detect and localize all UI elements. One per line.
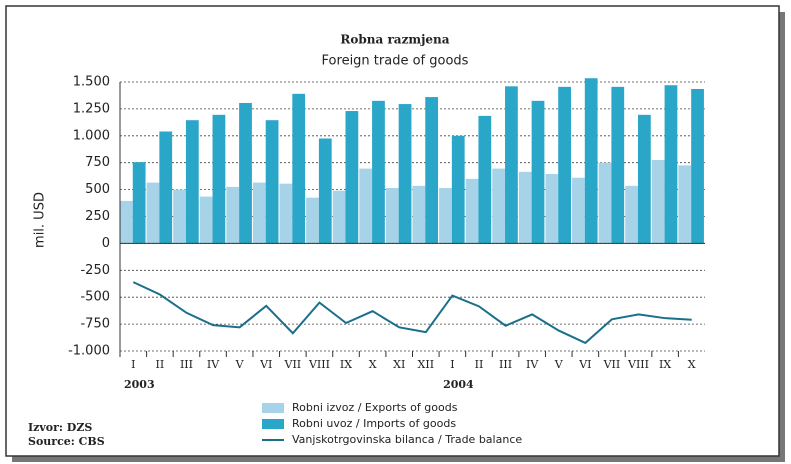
- bar: [465, 178, 479, 244]
- bar: [265, 120, 279, 244]
- bar: [584, 78, 598, 244]
- bar: [505, 86, 518, 244]
- source: Izvor: DZS: [28, 421, 92, 434]
- bar: [572, 177, 585, 244]
- legend-swatch: [262, 419, 284, 429]
- x-tick-label: II: [475, 358, 484, 371]
- x-tick-label: IX: [340, 358, 352, 371]
- bar: [239, 102, 252, 244]
- bar: [518, 171, 532, 244]
- bar: [664, 85, 678, 244]
- bar: [611, 86, 625, 244]
- x-tick-label: VI: [578, 358, 591, 371]
- source: Source: CBS: [28, 435, 105, 448]
- x-tick-label: VIII: [308, 358, 330, 371]
- bar: [425, 97, 439, 244]
- legend-label: Robni izvoz / Exports of goods: [292, 401, 458, 414]
- bar: [651, 160, 665, 244]
- x-tick-label: VI: [259, 358, 272, 371]
- y-tick-label: -250: [80, 263, 110, 278]
- bar: [318, 138, 332, 244]
- x-tick-label: XI: [393, 358, 405, 371]
- x-tick-label: X: [369, 358, 377, 371]
- bar: [439, 187, 452, 244]
- y-tick-label: 1.250: [73, 101, 110, 116]
- y-tick-label: 1.500: [73, 75, 110, 90]
- x-tick-label: II: [156, 358, 165, 371]
- x-tick-label: VII: [284, 358, 302, 371]
- y-tick-label: -750: [80, 317, 110, 332]
- year-label: 2004: [443, 378, 474, 391]
- x-tick-label: IV: [207, 358, 220, 371]
- chart-title: Robna razmjena: [340, 33, 449, 47]
- bar: [279, 183, 293, 244]
- bar: [625, 185, 638, 244]
- y-tick-label: -500: [80, 290, 110, 305]
- bar: [132, 162, 146, 244]
- bar: [545, 173, 559, 244]
- x-tick-label: III: [499, 358, 512, 371]
- x-tick-label: XII: [418, 358, 435, 371]
- x-tick-label: IV: [526, 358, 539, 371]
- year-label: 2003: [124, 378, 155, 391]
- y-tick-label: 750: [85, 155, 110, 170]
- bar: [598, 162, 612, 244]
- bar: [292, 93, 306, 244]
- bar: [637, 114, 651, 244]
- chart-subtitle: Foreign trade of goods: [322, 54, 469, 69]
- x-tick-label: III: [180, 358, 193, 371]
- bar: [173, 189, 186, 244]
- bar: [212, 114, 226, 244]
- bar: [492, 168, 506, 244]
- y-axis-label: mil. USD: [33, 192, 48, 248]
- legend-label: Vanjskotrgovinska bilanca / Trade balanc…: [292, 433, 522, 446]
- x-tick-label: VII: [603, 358, 621, 371]
- bar: [398, 104, 412, 244]
- bar: [558, 86, 571, 244]
- x-tick-label: X: [688, 358, 696, 371]
- bar: [412, 185, 426, 244]
- x-tick-label: VIII: [627, 358, 649, 371]
- bar: [359, 168, 373, 244]
- bar: [199, 196, 213, 244]
- x-tick-label: I: [450, 358, 454, 371]
- legend-swatch: [262, 403, 284, 413]
- x-tick-label: IX: [659, 358, 671, 371]
- legend-label: Robni uvoz / Imports of goods: [292, 417, 456, 430]
- y-tick-label: 0: [102, 236, 110, 251]
- bar: [345, 111, 359, 244]
- bar: [451, 135, 465, 244]
- bar: [252, 182, 266, 244]
- bar: [306, 197, 319, 244]
- bar: [531, 100, 545, 244]
- bar: [372, 100, 385, 244]
- x-tick-label: I: [131, 358, 135, 371]
- y-tick-label: 1.000: [73, 128, 110, 143]
- bar: [478, 115, 492, 244]
- bar: [120, 200, 133, 244]
- bar: [385, 187, 399, 244]
- y-tick-label: 250: [85, 209, 110, 224]
- bar: [678, 165, 692, 244]
- y-tick-label: 500: [85, 182, 110, 197]
- bar: [185, 120, 199, 244]
- bar: [226, 186, 240, 244]
- x-tick-label: V: [554, 358, 564, 371]
- bar: [332, 190, 346, 244]
- bar: [691, 88, 704, 244]
- line: [132, 281, 692, 345]
- x-tick-label: V: [235, 358, 245, 371]
- y-tick-label: -1.000: [68, 344, 110, 359]
- bar: [159, 131, 173, 244]
- bar: [146, 182, 160, 244]
